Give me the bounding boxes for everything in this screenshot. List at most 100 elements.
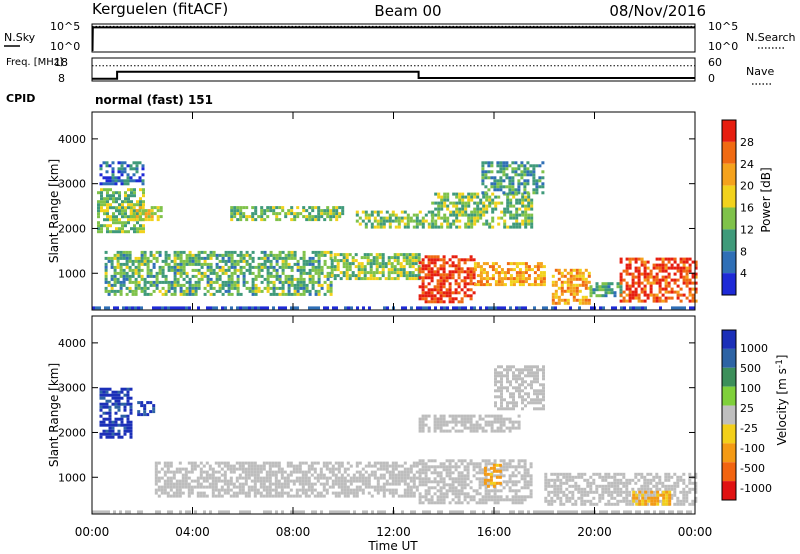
heat-cell-power <box>173 274 177 278</box>
heat-cell-power <box>194 286 198 290</box>
heat-cell-velocity <box>178 479 182 483</box>
heat-cell-velocity <box>665 499 669 503</box>
heat-cell-velocity <box>256 464 260 468</box>
heat-cell-power <box>257 256 261 260</box>
heat-cell-power <box>434 225 438 229</box>
heat-cell-velocity <box>448 420 452 424</box>
heat-cell-power <box>140 306 143 310</box>
heat-cell-power <box>185 253 189 257</box>
heat-cell-velocity <box>583 487 587 491</box>
heat-cell-velocity <box>241 482 245 486</box>
heat-cell-power <box>490 185 494 189</box>
heat-cell-power <box>378 277 382 281</box>
heat-cell-velocity <box>436 426 440 430</box>
heat-cell-power <box>604 285 608 289</box>
heat-cell-velocity <box>108 399 112 403</box>
heat-cell-power <box>118 227 121 231</box>
heat-cell-power <box>414 274 418 278</box>
heat-cell-velocity <box>613 484 617 488</box>
heat-cell-power <box>314 280 318 284</box>
heat-cell-velocity <box>208 476 212 480</box>
heat-cell-velocity <box>442 480 446 484</box>
heat-cell-power <box>685 296 689 300</box>
heat-cell-velocity <box>373 476 377 480</box>
heat-cell-power <box>230 277 234 281</box>
heat-cell-power <box>538 164 542 168</box>
heat-cell-power <box>406 222 410 226</box>
heat-cell-velocity <box>310 485 314 489</box>
heat-cell-power <box>248 215 252 219</box>
heat-cell-velocity <box>304 482 308 486</box>
heat-cell-velocity <box>421 420 425 424</box>
heat-cell-power <box>476 219 480 223</box>
heat-cell-velocity <box>178 491 182 495</box>
heat-cell-velocity <box>457 483 461 487</box>
heat-cell-velocity <box>355 464 359 468</box>
heat-cell-velocity <box>113 510 116 514</box>
heat-cell-power <box>284 253 288 257</box>
heat-cell-power <box>287 209 291 213</box>
heat-cell-velocity <box>409 494 413 498</box>
heat-cell-power <box>646 278 650 282</box>
heat-cell-velocity <box>379 473 383 477</box>
heat-cell-velocity <box>232 482 236 486</box>
heat-cell-power <box>106 209 109 213</box>
heat-cell-velocity <box>391 470 395 474</box>
heat-cell-power <box>611 306 614 310</box>
heat-cell-velocity <box>259 476 263 480</box>
heat-cell-power <box>140 250 144 254</box>
heat-cell-velocity <box>223 488 227 492</box>
heat-cell-power <box>442 258 446 262</box>
heat-cell-velocity <box>187 485 191 489</box>
heat-cell-power <box>506 225 510 229</box>
heat-cell-velocity <box>184 470 188 474</box>
heat-cell-power <box>538 179 542 183</box>
heat-cell-velocity <box>526 468 530 472</box>
heat-cell-power <box>649 293 653 297</box>
heat-cell-power <box>515 306 518 310</box>
heat-cell-velocity <box>406 494 410 498</box>
heat-cell-velocity <box>340 488 344 492</box>
heat-cell-power <box>526 161 530 165</box>
heat-cell-velocity <box>445 420 449 424</box>
heat-cell-velocity <box>108 411 112 415</box>
heat-cell-power <box>113 271 117 275</box>
heat-cell-velocity <box>544 478 548 482</box>
heat-cell-power <box>233 268 237 272</box>
heat-cell-velocity <box>190 461 194 465</box>
heat-cell-power <box>317 283 321 287</box>
heat-cell-power <box>464 195 468 199</box>
heat-cell-velocity <box>388 470 392 474</box>
heat-cell-power <box>155 283 159 287</box>
heat-cell-power <box>563 298 567 302</box>
velocity-colorbar-tick: -500 <box>740 462 765 475</box>
heat-cell-power <box>284 274 288 278</box>
heat-cell-velocity <box>517 489 521 493</box>
heat-cell-velocity <box>430 486 434 490</box>
heat-cell-power <box>179 265 183 269</box>
power-data <box>92 161 698 310</box>
heat-cell-power <box>493 179 497 183</box>
heat-cell-velocity <box>111 396 115 400</box>
heat-cell-power <box>584 286 588 290</box>
heat-cell-power <box>236 268 240 272</box>
heat-cell-velocity <box>559 487 563 491</box>
heat-cell-velocity <box>382 464 386 468</box>
heat-cell-velocity <box>517 498 521 502</box>
heat-cell-power <box>233 283 237 287</box>
heat-cell-power <box>378 265 382 269</box>
heat-cell-power <box>623 306 626 310</box>
heat-cell-velocity <box>498 463 502 467</box>
heat-cell-power <box>263 250 267 254</box>
heat-cell-power <box>138 176 142 180</box>
heat-cell-velocity <box>489 481 493 485</box>
heat-cell-velocity <box>292 467 296 471</box>
heat-cell-velocity <box>346 491 350 495</box>
heat-cell-power <box>293 289 297 293</box>
heat-cell-velocity <box>117 396 121 400</box>
heat-cell-velocity <box>653 510 656 514</box>
heat-cell-power <box>112 230 115 234</box>
heat-cell-power <box>333 253 337 257</box>
heat-cell-velocity <box>679 475 683 479</box>
heat-cell-velocity <box>632 493 636 497</box>
